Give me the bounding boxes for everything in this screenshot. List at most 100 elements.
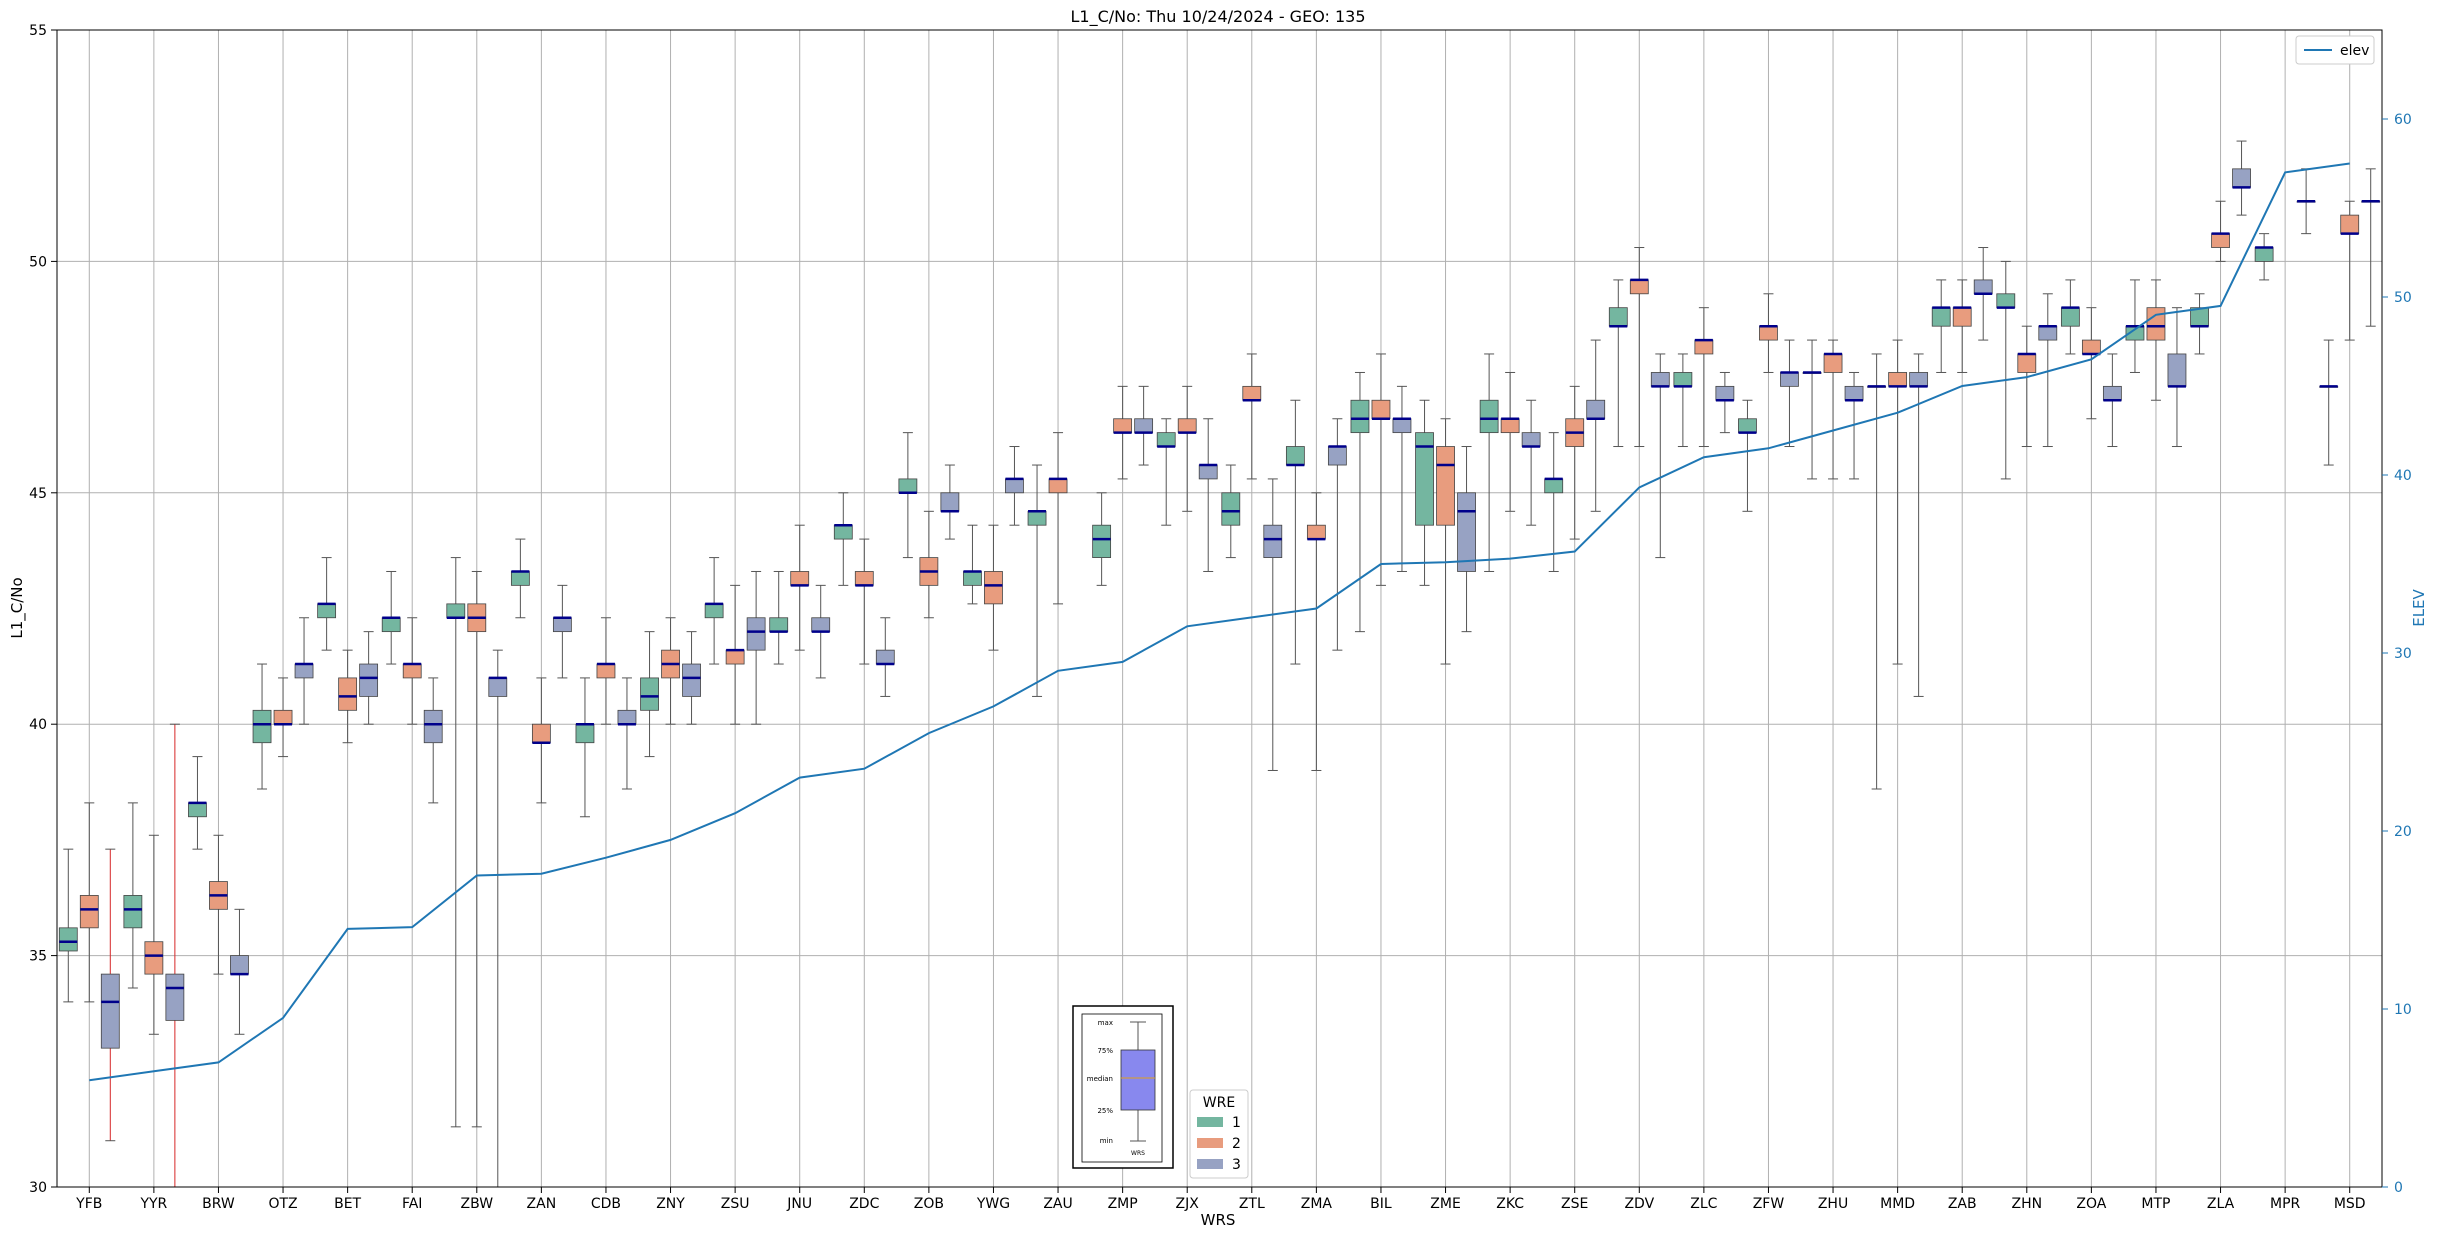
y-axis-label-left: L1_C/No <box>8 577 27 638</box>
box-BET-2 <box>338 649 358 744</box>
box-FAI-2 <box>402 617 422 725</box>
box-body <box>1436 446 1455 526</box>
box-body <box>617 709 637 725</box>
x-tick-label: ZOB <box>914 1196 944 1212</box>
box-ZAN-1 <box>510 538 530 619</box>
box-BRW-3 <box>230 908 249 1035</box>
x-tick-label: YWG <box>976 1196 1010 1212</box>
box-body <box>854 571 874 586</box>
elev-line-layer <box>89 162 2350 1082</box>
box-body <box>294 663 314 679</box>
box-ZMP-1 <box>1092 492 1112 586</box>
box-body <box>725 649 745 665</box>
box-BIL-1 <box>1350 371 1370 633</box>
box-body <box>381 617 401 633</box>
box-body <box>704 603 724 619</box>
box-body <box>2102 385 2122 401</box>
box-body <box>833 524 853 540</box>
box-body <box>875 649 895 665</box>
box-OTZ-3 <box>294 617 314 725</box>
box-body <box>1371 399 1391 420</box>
wre-legend-swatch-2 <box>1197 1138 1223 1148</box>
box-body <box>1521 432 1541 447</box>
box-ZOB-3 <box>940 464 960 540</box>
y-tick-label: 50 <box>29 254 47 270</box>
box-body <box>2060 307 2080 327</box>
box-ZFW-1 <box>1738 399 1757 512</box>
x-tick-label: ZAB <box>1948 1196 1977 1212</box>
box-MSD-1 <box>2319 339 2339 466</box>
inset-xlabel: WRS <box>1131 1150 1145 1157</box>
x-tick-label: CDB <box>591 1196 621 1212</box>
box-ZMA-2 <box>1306 492 1326 771</box>
box-body <box>100 973 120 1049</box>
box-YWG-2 <box>984 524 1003 651</box>
box-body <box>2232 168 2251 188</box>
box-ZMP-2 <box>1113 385 1133 480</box>
elev-legend-label: elev <box>2340 43 2369 59</box>
box-ZSU-2 <box>725 584 745 725</box>
box-YYR-3 <box>165 723 185 1188</box>
box-body <box>1780 372 1799 387</box>
box-body <box>746 617 766 651</box>
y-tick-label: 55 <box>29 23 47 39</box>
box-ZDV-1 <box>1608 279 1628 448</box>
x-tick-label: ZFW <box>1753 1196 1785 1212</box>
box-MTP-3 <box>2167 307 2187 448</box>
plot-frame <box>56 29 2383 1188</box>
box-ZHU-2 <box>1823 339 1843 480</box>
y-tick-label: 45 <box>29 486 47 502</box>
box-body <box>2340 214 2360 235</box>
box-ZBW-3 <box>488 649 508 1188</box>
box-ZAU-2 <box>1048 432 1068 605</box>
box-BET-3 <box>359 631 379 725</box>
box-body <box>1048 478 1068 494</box>
wre-legend-title: WRE <box>1203 1095 1235 1111</box>
x-tick-label: MMD <box>1880 1196 1915 1212</box>
x-tick-label: OTZ <box>268 1196 297 1212</box>
box-FAI-3 <box>423 677 443 804</box>
box-ZME-1 <box>1415 399 1434 586</box>
box-body <box>1888 372 1908 387</box>
box-body <box>1350 399 1370 434</box>
box-YYR-1 <box>123 802 143 989</box>
box-body <box>2211 233 2230 248</box>
box-ZDC-3 <box>875 617 895 697</box>
box-body <box>252 709 272 744</box>
box-body <box>531 723 551 744</box>
y-axis-label-right: ELEV <box>2410 588 2428 626</box>
x-tick-label: BRW <box>202 1196 235 1212</box>
box-ZTL-2 <box>1242 353 1262 480</box>
box-ZDV-2 <box>1629 247 1649 448</box>
x-tick-label: ZDV <box>1624 1196 1654 1212</box>
box-ZKC-1 <box>1479 353 1499 572</box>
box-MTP-2 <box>2146 279 2166 401</box>
chart-title: L1_C/No: Thu 10/24/2024 - GEO: 135 <box>1070 7 1365 27</box>
box-body <box>596 663 616 679</box>
box-body <box>1415 432 1434 526</box>
box-body <box>2038 325 2058 341</box>
box-body <box>1198 464 1218 480</box>
box-YWG-1 <box>963 524 982 605</box>
box-body <box>552 617 572 633</box>
box-ZNY-2 <box>661 617 680 725</box>
box-ZMP-3 <box>1134 385 1154 466</box>
x-tick-label: ZHN <box>2011 1196 2042 1212</box>
x-axis: YFB YYR BRW OTZ BET FAI ZBW ZAN CDB ZNY ZSU JNU ZDC Z… <box>75 1187 2366 1212</box>
box-ZOB-2 <box>919 510 939 619</box>
box-body <box>1113 418 1133 434</box>
box-ZTL-1 <box>1221 464 1241 559</box>
box-body <box>1608 307 1628 327</box>
box-body <box>1844 385 1864 401</box>
box-body <box>1694 339 1714 355</box>
box-ZLC-2 <box>1694 307 1714 448</box>
box-body <box>165 973 185 1021</box>
box-body <box>58 927 78 952</box>
box-body <box>446 603 466 619</box>
box-body <box>1005 478 1024 494</box>
box-ZAB-3 <box>1973 247 1993 341</box>
x-tick-label: MTP <box>2141 1196 2170 1212</box>
box-body <box>2017 353 2037 373</box>
box-MMD-3 <box>1909 353 1929 697</box>
box-ZMA-1 <box>1285 399 1305 665</box>
